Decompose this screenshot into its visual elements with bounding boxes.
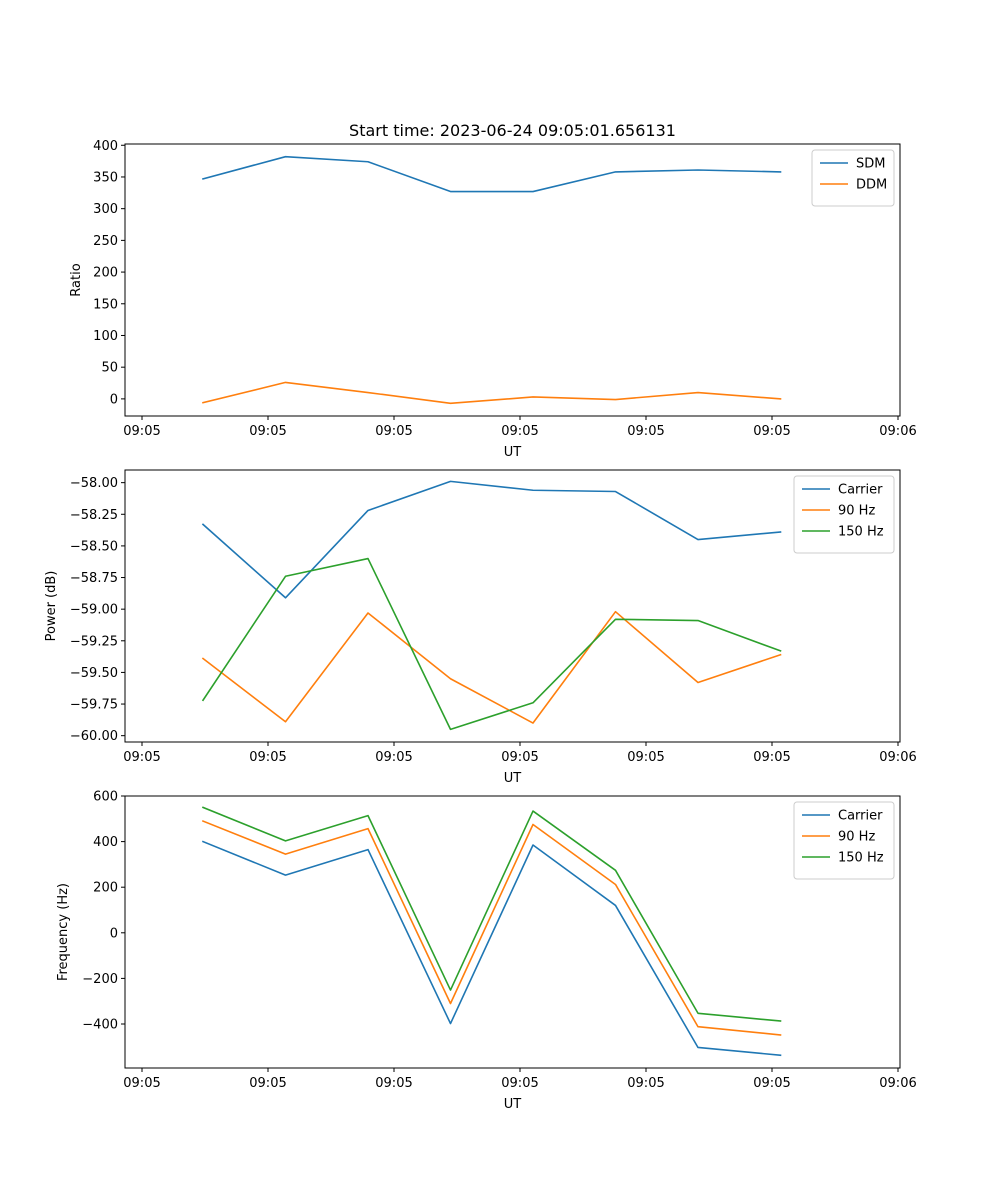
y-tick-label: −200 — [82, 972, 118, 987]
x-tick-label: 09:05 — [627, 424, 664, 439]
y-tick-label: 50 — [101, 361, 118, 376]
y-tick-label: 100 — [93, 329, 118, 344]
series-line-carrier — [201, 480, 782, 599]
y-tick-label: 300 — [93, 202, 118, 217]
y-tick-label: 200 — [93, 266, 118, 281]
y-tick-label: 400 — [93, 139, 118, 154]
y-tick-label: −60.00 — [70, 729, 118, 744]
legend-label: Carrier — [838, 809, 883, 824]
legend-label: SDM — [856, 157, 885, 172]
plot-frame — [124, 143, 901, 417]
x-tick-label: 09:05 — [375, 1076, 412, 1091]
y-tick-label: 350 — [93, 170, 118, 185]
x-axis-label: UT — [504, 1097, 522, 1112]
x-tick-label: 09:05 — [627, 1076, 664, 1091]
x-axis-label: UT — [504, 445, 522, 460]
x-tick-label: 09:05 — [123, 750, 160, 765]
series-line-carrier — [201, 840, 782, 1057]
y-axis-label: Power (dB) — [44, 571, 59, 642]
x-tick-label: 09:05 — [123, 424, 160, 439]
legend-box — [793, 801, 895, 880]
y-tick-label: 600 — [93, 790, 118, 805]
y-tick-label: −400 — [82, 1017, 118, 1032]
y-tick-label: 0 — [110, 392, 118, 407]
series-line-150-hz — [201, 557, 782, 731]
y-tick-label: −58.25 — [70, 508, 118, 523]
y-tick-label: −59.25 — [70, 634, 118, 649]
series-line-90-hz — [201, 610, 782, 724]
chart-panel-3: 09:05 09:05 09:05 09:05 09:05 09:05 09:06 −400 −… — [56, 790, 917, 1113]
x-tick-label: 09:05 — [249, 750, 286, 765]
y-tick-label: 250 — [93, 234, 118, 249]
x-tick-label: 09:05 — [249, 424, 286, 439]
x-tick-label: 09:05 — [501, 424, 538, 439]
legend-box — [793, 475, 895, 554]
y-axis-label: Ratio — [69, 263, 84, 296]
y-tick-label: 400 — [93, 835, 118, 850]
legend-label: 90 Hz — [838, 504, 875, 519]
x-tick-label: 09:05 — [375, 424, 412, 439]
x-tick-label: 09:06 — [879, 424, 916, 439]
figure-title: Start time: 2023-06-24 09:05:01.656131 — [349, 121, 676, 140]
legend-label: 150 Hz — [838, 525, 884, 540]
legend: SDM DDM — [811, 149, 895, 207]
y-tick-label: −59.50 — [70, 666, 118, 681]
x-tick-label: 09:06 — [879, 1076, 916, 1091]
x-axis-label: UT — [504, 771, 522, 786]
x-tick-label: 09:05 — [753, 424, 790, 439]
x-tick-label: 09:05 — [753, 1076, 790, 1091]
chart-panels: 09:05 09:05 09:05 09:05 09:05 09:05 09:06 0 50 10… — [44, 139, 917, 1112]
x-tick-label: 09:06 — [879, 750, 916, 765]
plot-frame — [124, 795, 901, 1069]
legend-label: 90 Hz — [838, 830, 875, 845]
y-tick-label: −58.50 — [70, 539, 118, 554]
legend: Carrier 90 Hz 150 Hz — [793, 475, 895, 554]
y-tick-label: 0 — [110, 926, 118, 941]
y-tick-label: 150 — [93, 297, 118, 312]
x-tick-label: 09:05 — [501, 1076, 538, 1091]
plot-frame — [124, 469, 901, 743]
series-line-ddm — [202, 381, 782, 405]
x-tick-label: 09:05 — [501, 750, 538, 765]
chart-panel-2: 09:05 09:05 09:05 09:05 09:05 09:05 09:06 −60.0… — [44, 469, 917, 786]
y-tick-label: −58.75 — [70, 571, 118, 586]
y-tick-label: −59.75 — [70, 698, 118, 713]
legend-label: DDM — [856, 178, 887, 193]
legend-label: Carrier — [838, 483, 883, 498]
series-line-150-hz — [201, 806, 782, 1022]
legend: Carrier 90 Hz 150 Hz — [793, 801, 895, 880]
y-tick-label: −58.00 — [70, 476, 118, 491]
x-tick-label: 09:05 — [123, 1076, 160, 1091]
chart-panel-1: 09:05 09:05 09:05 09:05 09:05 09:05 09:06 0 50 10… — [69, 139, 917, 460]
y-tick-label: −59.00 — [70, 603, 118, 618]
y-axis-label: Frequency (Hz) — [56, 883, 71, 981]
x-tick-label: 09:05 — [375, 750, 412, 765]
x-tick-label: 09:05 — [753, 750, 790, 765]
x-tick-label: 09:05 — [627, 750, 664, 765]
legend-box — [811, 149, 895, 207]
y-tick-label: 200 — [93, 881, 118, 896]
legend-label: 150 Hz — [838, 851, 884, 866]
series-line-sdm — [202, 155, 782, 193]
series-line-90-hz — [201, 820, 782, 1036]
x-tick-label: 09:05 — [249, 1076, 286, 1091]
